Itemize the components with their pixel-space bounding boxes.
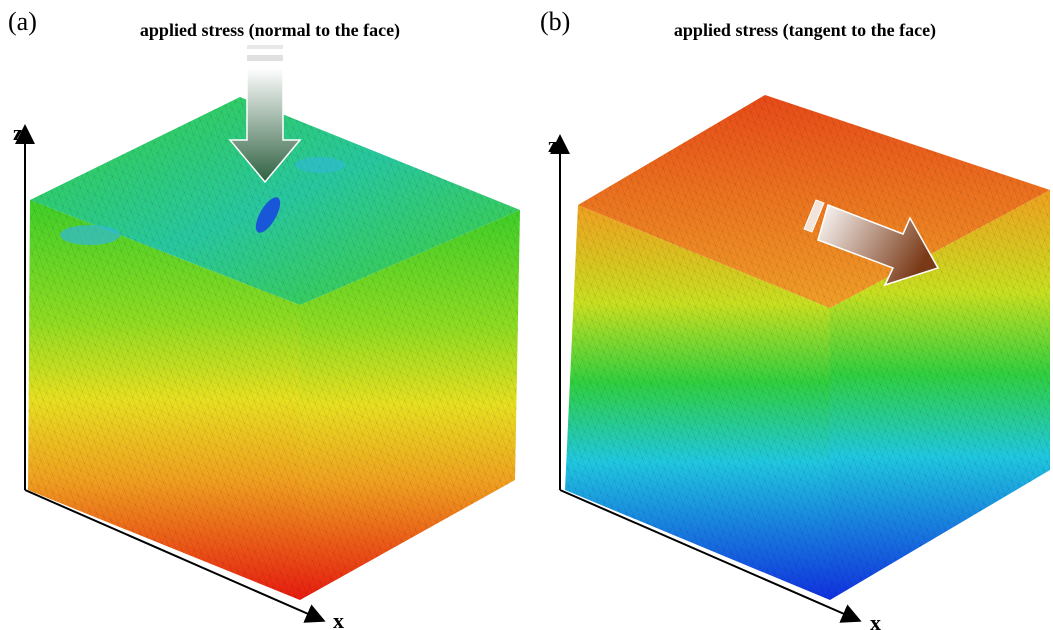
panel-label: (a) bbox=[8, 7, 37, 36]
panel-title: applied stress (tangent to the face) bbox=[674, 20, 936, 41]
panel-label: (b) bbox=[540, 7, 570, 36]
panel-a: (a) applied stress (normal to the face) … bbox=[8, 7, 520, 630]
axis-label: x bbox=[870, 610, 881, 630]
panel-b: (b) applied stress (tangent to the face)… bbox=[540, 7, 1050, 630]
axis-label: z bbox=[548, 132, 558, 157]
panel-title: applied stress (normal to the face) bbox=[140, 20, 400, 41]
figure: (a) applied stress (normal to the face) … bbox=[0, 0, 1053, 630]
axis-label: z bbox=[13, 120, 23, 145]
axis-label: x bbox=[333, 608, 344, 630]
